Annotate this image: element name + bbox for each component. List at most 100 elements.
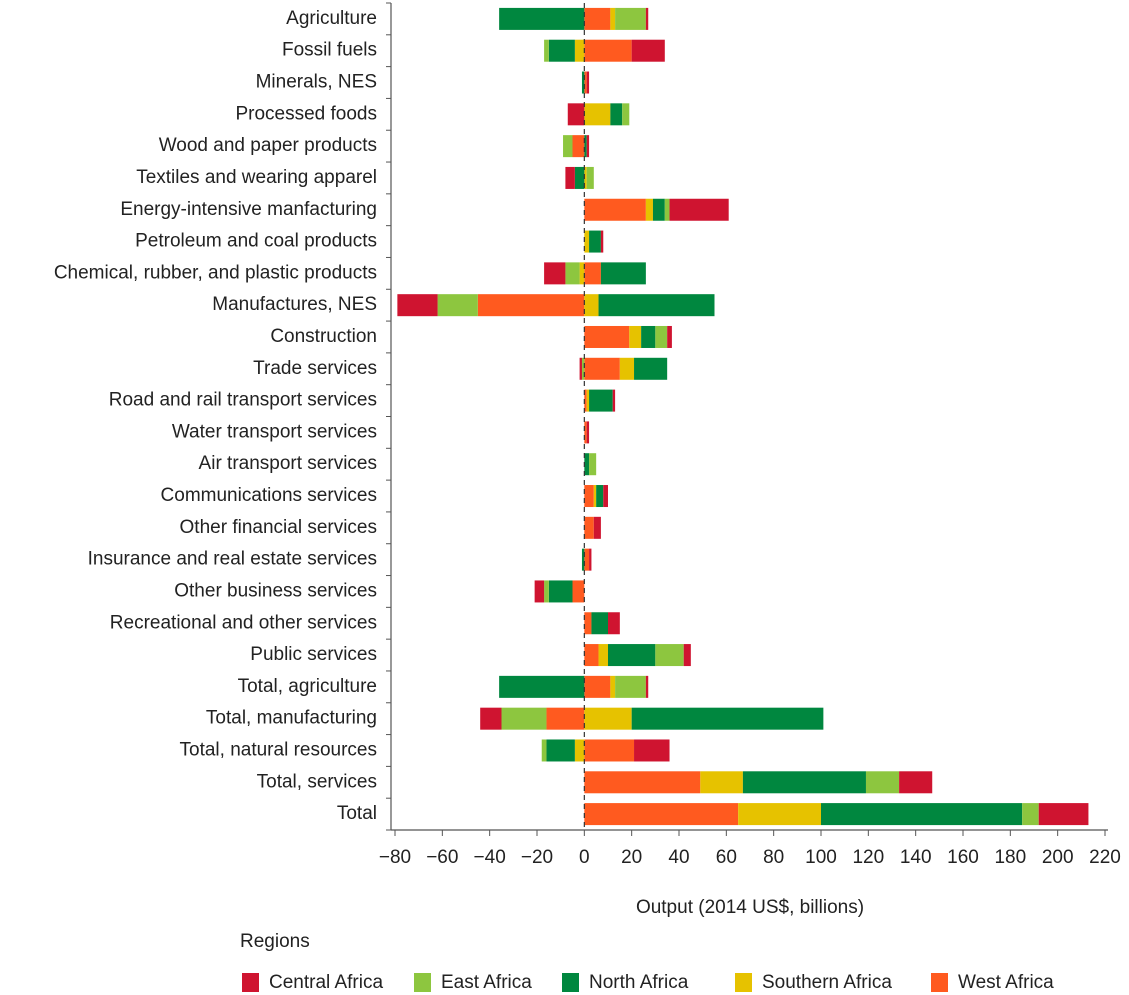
y-tick-label: Textiles and wearing apparel xyxy=(136,167,377,188)
bar-segment xyxy=(586,421,590,444)
legend-label: Southern Africa xyxy=(762,972,892,993)
y-tick-label: Total, natural resources xyxy=(180,739,378,760)
bar-segment xyxy=(584,675,611,698)
x-axis-label: Output (2014 US$, billions) xyxy=(636,897,864,918)
bar-segment xyxy=(584,103,611,126)
bar-segment xyxy=(865,771,900,794)
x-tick-label: 200 xyxy=(1042,847,1074,868)
bar-segment xyxy=(437,294,478,317)
bar-segment xyxy=(610,675,616,698)
y-tick-label: Total xyxy=(337,803,377,824)
bar-segment xyxy=(598,294,715,317)
bar-segment xyxy=(634,357,668,380)
bar-segment xyxy=(584,166,587,189)
bar-segment xyxy=(584,548,590,571)
bar-segment xyxy=(1022,803,1039,826)
bar-segment xyxy=(584,516,594,539)
y-tick-label: Fossil fuels xyxy=(282,40,377,61)
bar-segment xyxy=(584,739,635,762)
bar-segment xyxy=(655,644,684,667)
bar-segment xyxy=(579,262,585,285)
bar-segment xyxy=(584,230,590,253)
x-tick-label: 100 xyxy=(805,847,837,868)
y-tick-label: Road and rail transport services xyxy=(109,390,377,411)
bar-segment xyxy=(544,580,549,603)
bar-segment xyxy=(593,485,597,508)
bar-segment xyxy=(669,198,729,221)
bar-segment xyxy=(584,485,594,508)
bar-segment xyxy=(629,325,642,348)
bar-segment xyxy=(581,548,585,571)
y-tick-label: Energy-intensive manfacturing xyxy=(120,199,377,220)
y-tick-label: Petroleum and coal products xyxy=(135,231,377,252)
bar-segment xyxy=(634,739,670,762)
x-tick-label: 180 xyxy=(994,847,1026,868)
bar-segment xyxy=(600,230,604,253)
bar-segment xyxy=(544,262,566,285)
y-tick-label: Agriculture xyxy=(286,8,377,29)
bar-segment xyxy=(589,389,613,412)
y-tick-label: Trade services xyxy=(253,358,377,379)
bar-segment xyxy=(586,135,590,158)
bar-segment xyxy=(738,803,821,826)
bar-segment xyxy=(652,198,665,221)
bar-segment xyxy=(641,325,656,348)
y-tick-label: Other business services xyxy=(174,580,377,601)
bar-segment xyxy=(477,294,585,317)
bar-segment xyxy=(579,357,582,380)
bar-segment xyxy=(622,103,630,126)
bar-segment xyxy=(584,7,611,30)
bar-segment xyxy=(603,485,608,508)
bar-segment xyxy=(499,7,585,30)
bar-segment xyxy=(574,39,585,62)
bar-segment xyxy=(584,453,590,476)
bar-segment xyxy=(480,707,502,730)
y-tick-label: Air transport services xyxy=(199,453,377,474)
bar-segment xyxy=(589,230,601,253)
bar-segment xyxy=(645,7,649,30)
bar-segment xyxy=(742,771,866,794)
bar-segment xyxy=(574,166,585,189)
bar-segment xyxy=(584,294,599,317)
bar-segment xyxy=(584,262,601,285)
legend-title: Regions xyxy=(240,931,310,952)
y-tick-label: Public services xyxy=(250,644,377,665)
bar-segment xyxy=(572,135,585,158)
bar-segment xyxy=(397,294,438,317)
y-tick-label: Manufactures, NES xyxy=(212,294,377,315)
y-tick-label: Communications services xyxy=(161,485,377,506)
legend-swatch xyxy=(414,973,431,992)
bar-segment xyxy=(546,707,585,730)
x-tick-label: 0 xyxy=(579,847,590,868)
legend-swatch xyxy=(931,973,948,992)
bar-segment xyxy=(574,739,585,762)
bar-segment xyxy=(544,39,549,62)
bar-segment xyxy=(586,166,594,189)
bar-segment xyxy=(591,612,608,635)
bar-segment xyxy=(683,644,691,667)
bar-segment xyxy=(584,707,632,730)
bar-segment xyxy=(584,39,632,62)
y-tick-label: Total, manufacturing xyxy=(206,708,377,729)
bar-segment xyxy=(501,707,547,730)
bar-segment xyxy=(700,771,743,794)
bar-segment xyxy=(565,262,580,285)
bar-segment xyxy=(589,453,597,476)
bar-segment xyxy=(499,675,585,698)
x-tick-label: −80 xyxy=(379,847,411,868)
bar-segment xyxy=(593,516,601,539)
bar-segment xyxy=(598,644,608,667)
x-tick-label: 160 xyxy=(947,847,979,868)
x-tick-label: 20 xyxy=(621,847,642,868)
bar-segment xyxy=(546,739,575,762)
legend-label: North Africa xyxy=(589,972,689,993)
bar-segment xyxy=(612,389,616,412)
x-tick-label: −60 xyxy=(426,847,458,868)
x-tick-label: 140 xyxy=(900,847,932,868)
bar-segment xyxy=(541,739,547,762)
y-tick-label: Other financial services xyxy=(180,517,377,538)
bar-segment xyxy=(821,803,1023,826)
x-tick-label: 60 xyxy=(716,847,737,868)
bar-segment xyxy=(563,135,573,158)
